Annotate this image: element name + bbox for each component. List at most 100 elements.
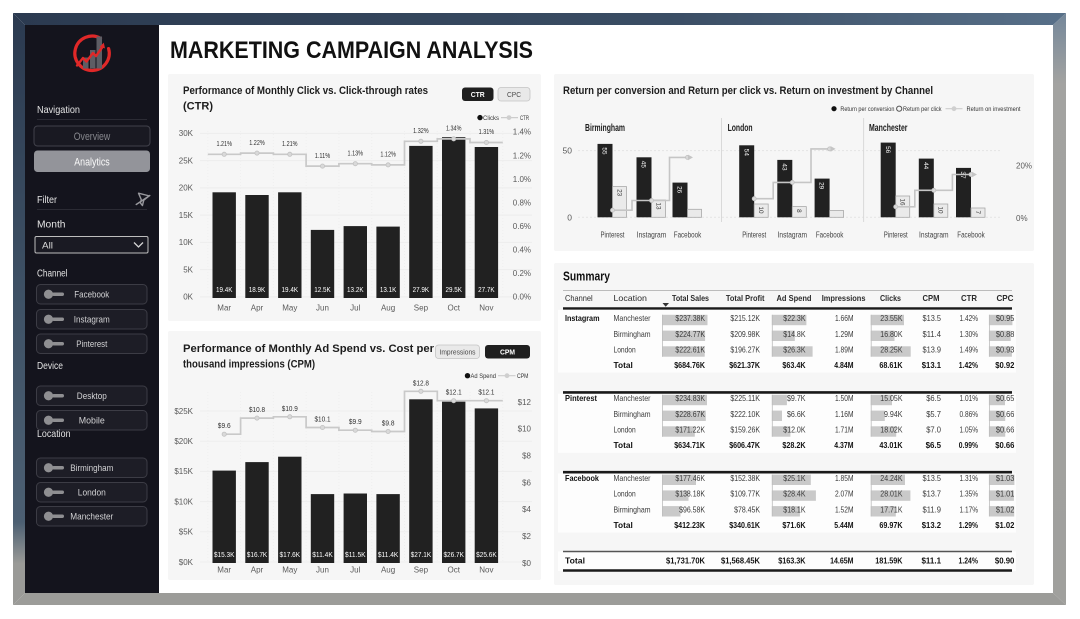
svg-text:$1.02: $1.02 bbox=[995, 521, 1015, 530]
svg-text:56: 56 bbox=[884, 146, 891, 154]
svg-text:1.22%: 1.22% bbox=[249, 138, 265, 147]
svg-text:CPC: CPC bbox=[997, 294, 1014, 303]
svg-text:1.21%: 1.21% bbox=[282, 139, 298, 148]
svg-text:0K: 0K bbox=[183, 293, 193, 302]
svg-text:Manchester: Manchester bbox=[614, 394, 651, 403]
svg-text:1.29M: 1.29M bbox=[835, 330, 854, 339]
svg-text:$237.38K: $237.38K bbox=[675, 314, 705, 323]
svg-text:Manchester: Manchester bbox=[869, 123, 908, 134]
svg-text:1.85M: 1.85M bbox=[835, 474, 854, 483]
svg-text:Filter: Filter bbox=[37, 195, 58, 206]
svg-text:0.0%: 0.0% bbox=[513, 293, 531, 302]
svg-text:$152.38K: $152.38K bbox=[730, 474, 760, 483]
svg-text:Nov: Nov bbox=[479, 304, 493, 313]
svg-text:$7.0: $7.0 bbox=[926, 426, 941, 435]
svg-text:London: London bbox=[78, 488, 106, 499]
svg-text:$14.8K: $14.8K bbox=[783, 330, 806, 339]
svg-text:Return per click: Return per click bbox=[903, 107, 942, 113]
svg-text:23.55K: 23.55K bbox=[880, 314, 903, 323]
svg-text:Summary: Summary bbox=[563, 270, 610, 284]
svg-text:Total: Total bbox=[614, 521, 633, 530]
svg-text:Overview: Overview bbox=[74, 131, 111, 143]
svg-text:1.35%: 1.35% bbox=[960, 490, 979, 499]
svg-text:$1.03: $1.03 bbox=[996, 474, 1015, 483]
svg-text:$163.3K: $163.3K bbox=[778, 556, 805, 566]
svg-text:$5.7: $5.7 bbox=[926, 410, 941, 419]
svg-text:$12.1: $12.1 bbox=[478, 388, 494, 397]
svg-text:$11.5K: $11.5K bbox=[345, 550, 366, 559]
svg-text:$26.3K: $26.3K bbox=[783, 346, 806, 355]
svg-text:$10.8: $10.8 bbox=[249, 405, 265, 414]
svg-text:CTR: CTR bbox=[520, 116, 529, 122]
svg-text:Birmingham: Birmingham bbox=[614, 410, 651, 419]
svg-text:16: 16 bbox=[899, 199, 906, 207]
svg-text:27.7K: 27.7K bbox=[478, 285, 495, 294]
svg-text:$12.8: $12.8 bbox=[413, 378, 429, 387]
svg-text:May: May bbox=[282, 566, 297, 575]
svg-text:$10K: $10K bbox=[174, 497, 193, 506]
svg-text:$13.5: $13.5 bbox=[923, 314, 942, 323]
svg-text:1.2%: 1.2% bbox=[513, 151, 531, 160]
svg-text:$222.10K: $222.10K bbox=[730, 410, 760, 419]
svg-text:$6.5: $6.5 bbox=[926, 394, 941, 403]
svg-text:Pinterest: Pinterest bbox=[76, 339, 107, 350]
svg-text:Total: Total bbox=[565, 556, 585, 566]
svg-text:$25K: $25K bbox=[174, 407, 193, 416]
svg-text:4.37M: 4.37M bbox=[834, 441, 853, 450]
svg-text:$606.47K: $606.47K bbox=[729, 441, 760, 450]
svg-text:CPC: CPC bbox=[507, 90, 521, 99]
svg-text:$96.58K: $96.58K bbox=[679, 505, 705, 514]
svg-text:30K: 30K bbox=[179, 129, 194, 138]
svg-text:$0.92: $0.92 bbox=[995, 361, 1015, 370]
svg-text:1.49%: 1.49% bbox=[960, 346, 979, 355]
svg-text:0.8%: 0.8% bbox=[513, 198, 531, 207]
svg-text:Manchester: Manchester bbox=[70, 512, 113, 523]
svg-text:$6.6K: $6.6K bbox=[787, 410, 806, 419]
svg-text:Aug: Aug bbox=[381, 566, 395, 575]
svg-text:1.50M: 1.50M bbox=[835, 394, 854, 403]
svg-text:$13.2: $13.2 bbox=[922, 521, 942, 530]
svg-text:Birmingham: Birmingham bbox=[614, 330, 651, 339]
svg-text:28.25K: 28.25K bbox=[880, 346, 903, 355]
svg-text:0: 0 bbox=[567, 212, 572, 222]
svg-text:Mobile: Mobile bbox=[79, 416, 105, 427]
svg-text:Location: Location bbox=[37, 429, 71, 440]
svg-text:$684.76K: $684.76K bbox=[674, 361, 705, 370]
svg-text:Desktop: Desktop bbox=[77, 391, 107, 402]
svg-text:13.1K: 13.1K bbox=[380, 285, 397, 294]
svg-text:Instagram: Instagram bbox=[778, 231, 808, 240]
svg-text:Birmingham: Birmingham bbox=[614, 505, 651, 514]
svg-text:29.5K: 29.5K bbox=[445, 285, 462, 294]
svg-text:Manchester: Manchester bbox=[614, 474, 651, 483]
svg-text:1.29%: 1.29% bbox=[959, 521, 979, 530]
svg-text:$621.37K: $621.37K bbox=[729, 361, 760, 370]
svg-text:London: London bbox=[614, 426, 637, 435]
svg-text:$12.1: $12.1 bbox=[446, 388, 462, 397]
svg-text:Sep: Sep bbox=[414, 566, 429, 575]
svg-text:$10.9: $10.9 bbox=[282, 404, 298, 413]
svg-text:9.94K: 9.94K bbox=[884, 410, 903, 419]
svg-text:Jun: Jun bbox=[316, 304, 329, 313]
svg-text:Performance of Monthly Click v: Performance of Monthly Click vs. Click-t… bbox=[183, 85, 428, 97]
svg-text:$196.27K: $196.27K bbox=[730, 346, 760, 355]
svg-text:$13.7: $13.7 bbox=[923, 490, 942, 499]
svg-text:$109.77K: $109.77K bbox=[730, 490, 760, 499]
svg-text:54: 54 bbox=[742, 149, 749, 157]
svg-text:2.07M: 2.07M bbox=[835, 490, 854, 499]
svg-text:Total: Total bbox=[614, 441, 633, 450]
svg-text:Pinterest: Pinterest bbox=[601, 231, 626, 240]
svg-text:$11.4K: $11.4K bbox=[378, 550, 399, 559]
svg-text:1.21%: 1.21% bbox=[216, 139, 232, 148]
svg-text:1.34%: 1.34% bbox=[446, 124, 462, 133]
svg-text:$18.1K: $18.1K bbox=[783, 505, 806, 514]
svg-text:18.02K: 18.02K bbox=[880, 426, 903, 435]
svg-text:$209.98K: $209.98K bbox=[730, 330, 760, 339]
svg-text:1.66M: 1.66M bbox=[835, 314, 854, 323]
svg-text:Facebook: Facebook bbox=[816, 231, 844, 240]
svg-text:CTR: CTR bbox=[961, 294, 977, 303]
svg-text:Facebook: Facebook bbox=[74, 290, 109, 301]
svg-text:Total Profit: Total Profit bbox=[726, 294, 765, 303]
svg-text:thousand impressions (CPM): thousand impressions (CPM) bbox=[183, 359, 315, 371]
svg-text:$634.71K: $634.71K bbox=[674, 441, 705, 450]
svg-text:$13.9: $13.9 bbox=[923, 346, 942, 355]
